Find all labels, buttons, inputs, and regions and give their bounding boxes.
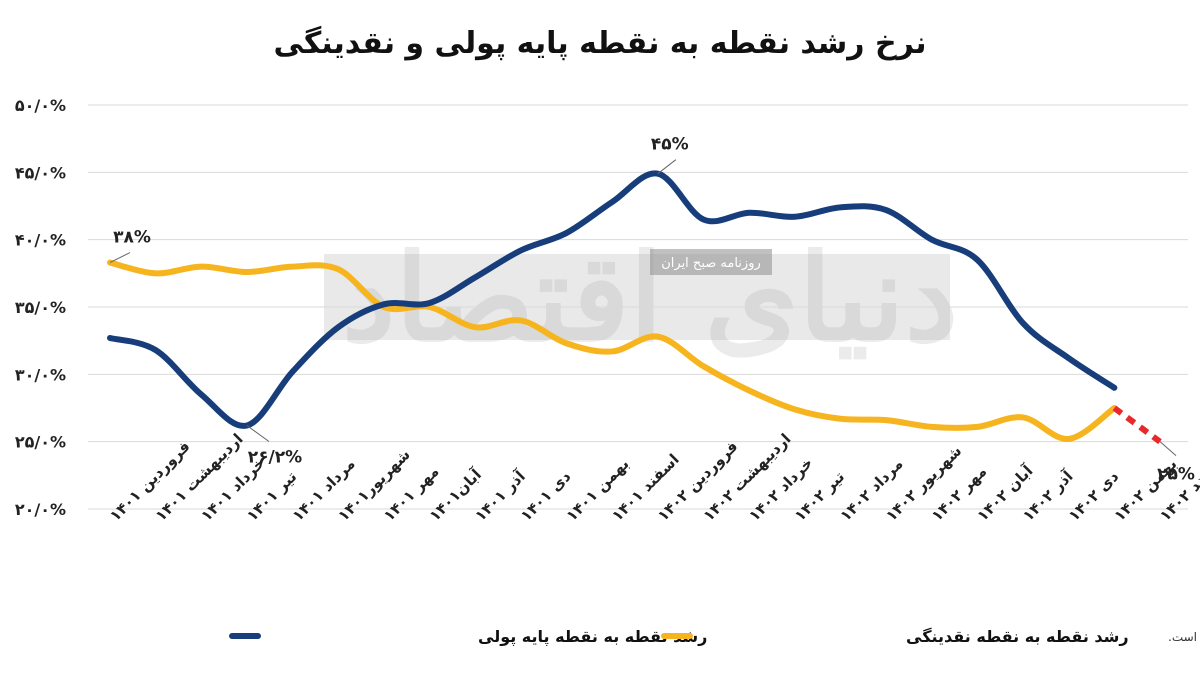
- watermark-logo: دنیای اقتصاد روزنامه صبح ایران: [324, 228, 958, 369]
- series-lines: [107, 170, 1162, 445]
- y-tick-label: ۲۰/۰%: [15, 500, 66, 519]
- annotation-leader: [1159, 441, 1177, 457]
- x-tick-label: فروردین ۱۴۰۱: [106, 437, 194, 525]
- y-tick-label: ۳۵/۰%: [15, 298, 66, 317]
- y-tick-label: ۲۵/۰%: [15, 433, 66, 452]
- gridlines: [88, 104, 1188, 510]
- y-tick-label: ۵۰/۰%: [15, 96, 66, 115]
- y-tick-label: ۳۰/۰%: [15, 365, 66, 384]
- footnote: * رقم اسفندماه پیشبینی است.: [1168, 630, 1200, 645]
- chart-title: نرخ رشد نقطه به نقطه پایه پولی و نقدینگی: [273, 25, 926, 61]
- legend-label-monetary-base: رشد نقطه به نقطه پایه پولی: [478, 627, 707, 647]
- annotation-leader: [246, 425, 270, 442]
- annotation-leader: [657, 159, 677, 175]
- annotation-leader: [109, 252, 131, 264]
- watermark-band: [324, 254, 950, 340]
- data-label: ۲۶/۲%: [248, 448, 302, 468]
- x-tick-label: فروردین ۱۴۰۲: [654, 437, 742, 525]
- y-tick-label: ۴۰/۰%: [15, 231, 66, 250]
- series-estimate-line-1: [1112, 405, 1162, 445]
- y-axis: ۵۰/۰% ۴۵/۰% ۴۰/۰% ۳۵/۰% ۳۰/۰% ۲۵/۰% ۲۰/۰%: [15, 96, 66, 519]
- watermark-subtext: روزنامه صبح ایران: [661, 256, 761, 271]
- data-label: ۲۵%: [1157, 465, 1195, 485]
- series-line-1: [107, 259, 1118, 442]
- data-label: ۳۸%: [113, 228, 151, 248]
- watermark-tag: [650, 249, 772, 275]
- y-tick-label: ۴۵/۰%: [15, 163, 66, 182]
- data-label: ۴۵%: [651, 135, 689, 155]
- data-labels: ۳۸% ۲۶/۲% ۴۵% ۲۵%: [109, 135, 1195, 485]
- legend: رشد نقطه به نقطه پایه پولی رشد نقطه به ن…: [229, 627, 1129, 647]
- series-line-0: [107, 170, 1118, 429]
- legend-label-liquidity: رشد نقطه به نقطه نقدینگی: [906, 627, 1129, 646]
